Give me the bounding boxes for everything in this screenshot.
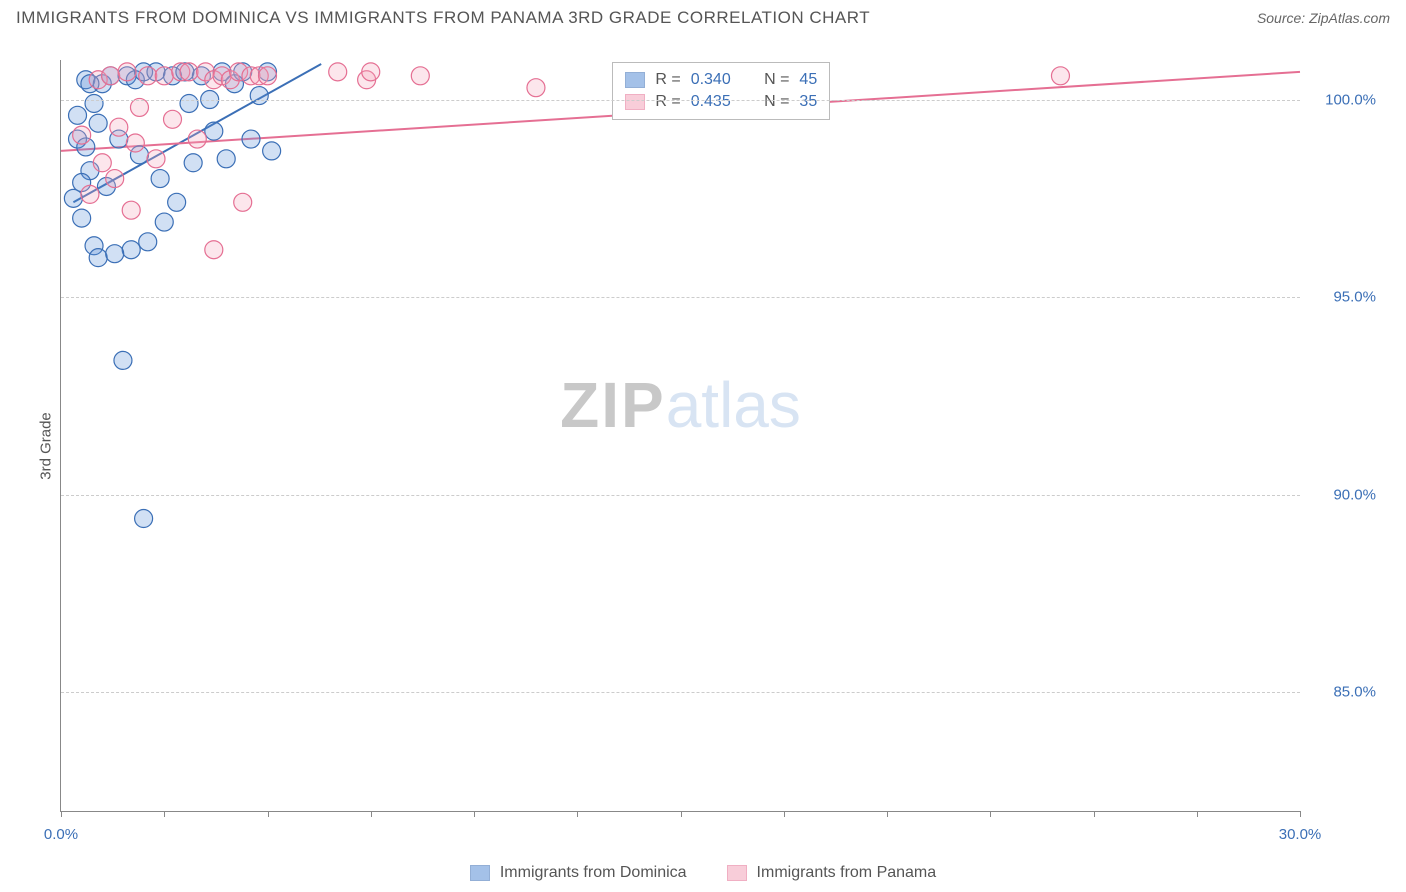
y-tick-label: 90.0%	[1310, 486, 1376, 503]
legend-swatch	[470, 865, 490, 881]
scatter-point	[89, 249, 107, 267]
legend-n-value: 45	[799, 71, 817, 89]
scatter-point	[188, 130, 206, 148]
chart-title: IMMIGRANTS FROM DOMINICA VS IMMIGRANTS F…	[16, 8, 870, 28]
x-tick	[1094, 811, 1095, 817]
scatter-point	[155, 213, 173, 231]
scatter-point	[205, 241, 223, 259]
scatter-point	[122, 241, 140, 259]
y-axis-label: 3rd Grade	[37, 412, 54, 480]
legend-n-label: N =	[764, 93, 789, 111]
x-tick	[474, 811, 475, 817]
scatter-point	[81, 185, 99, 203]
x-tick-label: 30.0%	[1279, 826, 1322, 843]
legend-row: R = 0.340 N = 45	[625, 69, 817, 91]
x-tick	[164, 811, 165, 817]
legend-r-label: R =	[655, 93, 680, 111]
series-legend-item: Immigrants from Panama	[727, 864, 937, 882]
x-tick	[784, 811, 785, 817]
scatter-point	[362, 63, 380, 81]
scatter-point	[180, 63, 198, 81]
scatter-point	[118, 63, 136, 81]
scatter-point	[164, 110, 182, 128]
scatter-point	[106, 245, 124, 263]
x-tick	[268, 811, 269, 817]
scatter-point	[180, 94, 198, 112]
scatter-point	[527, 79, 545, 97]
scatter-point	[130, 98, 148, 116]
scatter-point	[411, 67, 429, 85]
scatter-point	[69, 106, 87, 124]
scatter-point	[102, 67, 120, 85]
scatter-point	[263, 142, 281, 160]
x-tick	[1300, 811, 1301, 817]
x-tick	[577, 811, 578, 817]
legend-swatch	[625, 94, 645, 110]
scatter-point	[250, 87, 268, 105]
scatter-point	[122, 201, 140, 219]
scatter-point	[106, 170, 124, 188]
scatter-point	[73, 126, 91, 144]
gridline-h	[61, 297, 1300, 298]
scatter-svg	[61, 60, 1300, 811]
correlation-legend: R = 0.340 N = 45R = 0.435 N = 35	[612, 62, 830, 120]
x-tick-label: 0.0%	[44, 826, 78, 843]
x-tick	[681, 811, 682, 817]
scatter-point	[151, 170, 169, 188]
x-tick	[61, 811, 62, 817]
x-tick	[371, 811, 372, 817]
chart-container: 3rd Grade ZIPatlas R = 0.340 N = 45R = 0…	[16, 40, 1390, 852]
y-tick-label: 95.0%	[1310, 289, 1376, 306]
scatter-point	[64, 189, 82, 207]
series-legend: Immigrants from Dominica Immigrants from …	[0, 864, 1406, 882]
y-tick-label: 100.0%	[1310, 91, 1376, 108]
legend-r-label: R =	[655, 71, 680, 89]
scatter-point	[110, 118, 128, 136]
scatter-point	[259, 67, 277, 85]
scatter-point	[135, 510, 153, 528]
legend-r-value: 0.435	[691, 93, 731, 111]
x-tick	[1197, 811, 1198, 817]
x-tick	[887, 811, 888, 817]
scatter-point	[89, 114, 107, 132]
scatter-point	[139, 233, 157, 251]
scatter-point	[114, 351, 132, 369]
legend-n-label: N =	[764, 71, 789, 89]
scatter-point	[147, 150, 165, 168]
legend-swatch	[727, 865, 747, 881]
scatter-point	[85, 94, 103, 112]
scatter-point	[93, 154, 111, 172]
gridline-h	[61, 495, 1300, 496]
y-tick-label: 85.0%	[1310, 684, 1376, 701]
scatter-point	[234, 193, 252, 211]
scatter-point	[242, 130, 260, 148]
plot-area: ZIPatlas R = 0.340 N = 45R = 0.435 N = 3…	[60, 60, 1300, 812]
legend-row: R = 0.435 N = 35	[625, 91, 817, 113]
x-tick	[990, 811, 991, 817]
gridline-h	[61, 692, 1300, 693]
series-legend-item: Immigrants from Dominica	[470, 864, 687, 882]
gridline-h	[61, 100, 1300, 101]
scatter-point	[168, 193, 186, 211]
source-attribution: Source: ZipAtlas.com	[1257, 10, 1390, 26]
scatter-point	[217, 150, 235, 168]
scatter-point	[126, 134, 144, 152]
series-legend-label: Immigrants from Panama	[757, 864, 937, 882]
scatter-point	[139, 67, 157, 85]
legend-r-value: 0.340	[691, 71, 731, 89]
legend-n-value: 35	[799, 93, 817, 111]
series-legend-label: Immigrants from Dominica	[500, 864, 687, 882]
scatter-point	[73, 209, 91, 227]
scatter-point	[205, 122, 223, 140]
scatter-point	[1051, 67, 1069, 85]
scatter-point	[184, 154, 202, 172]
legend-swatch	[625, 72, 645, 88]
scatter-point	[329, 63, 347, 81]
scatter-point	[155, 67, 173, 85]
